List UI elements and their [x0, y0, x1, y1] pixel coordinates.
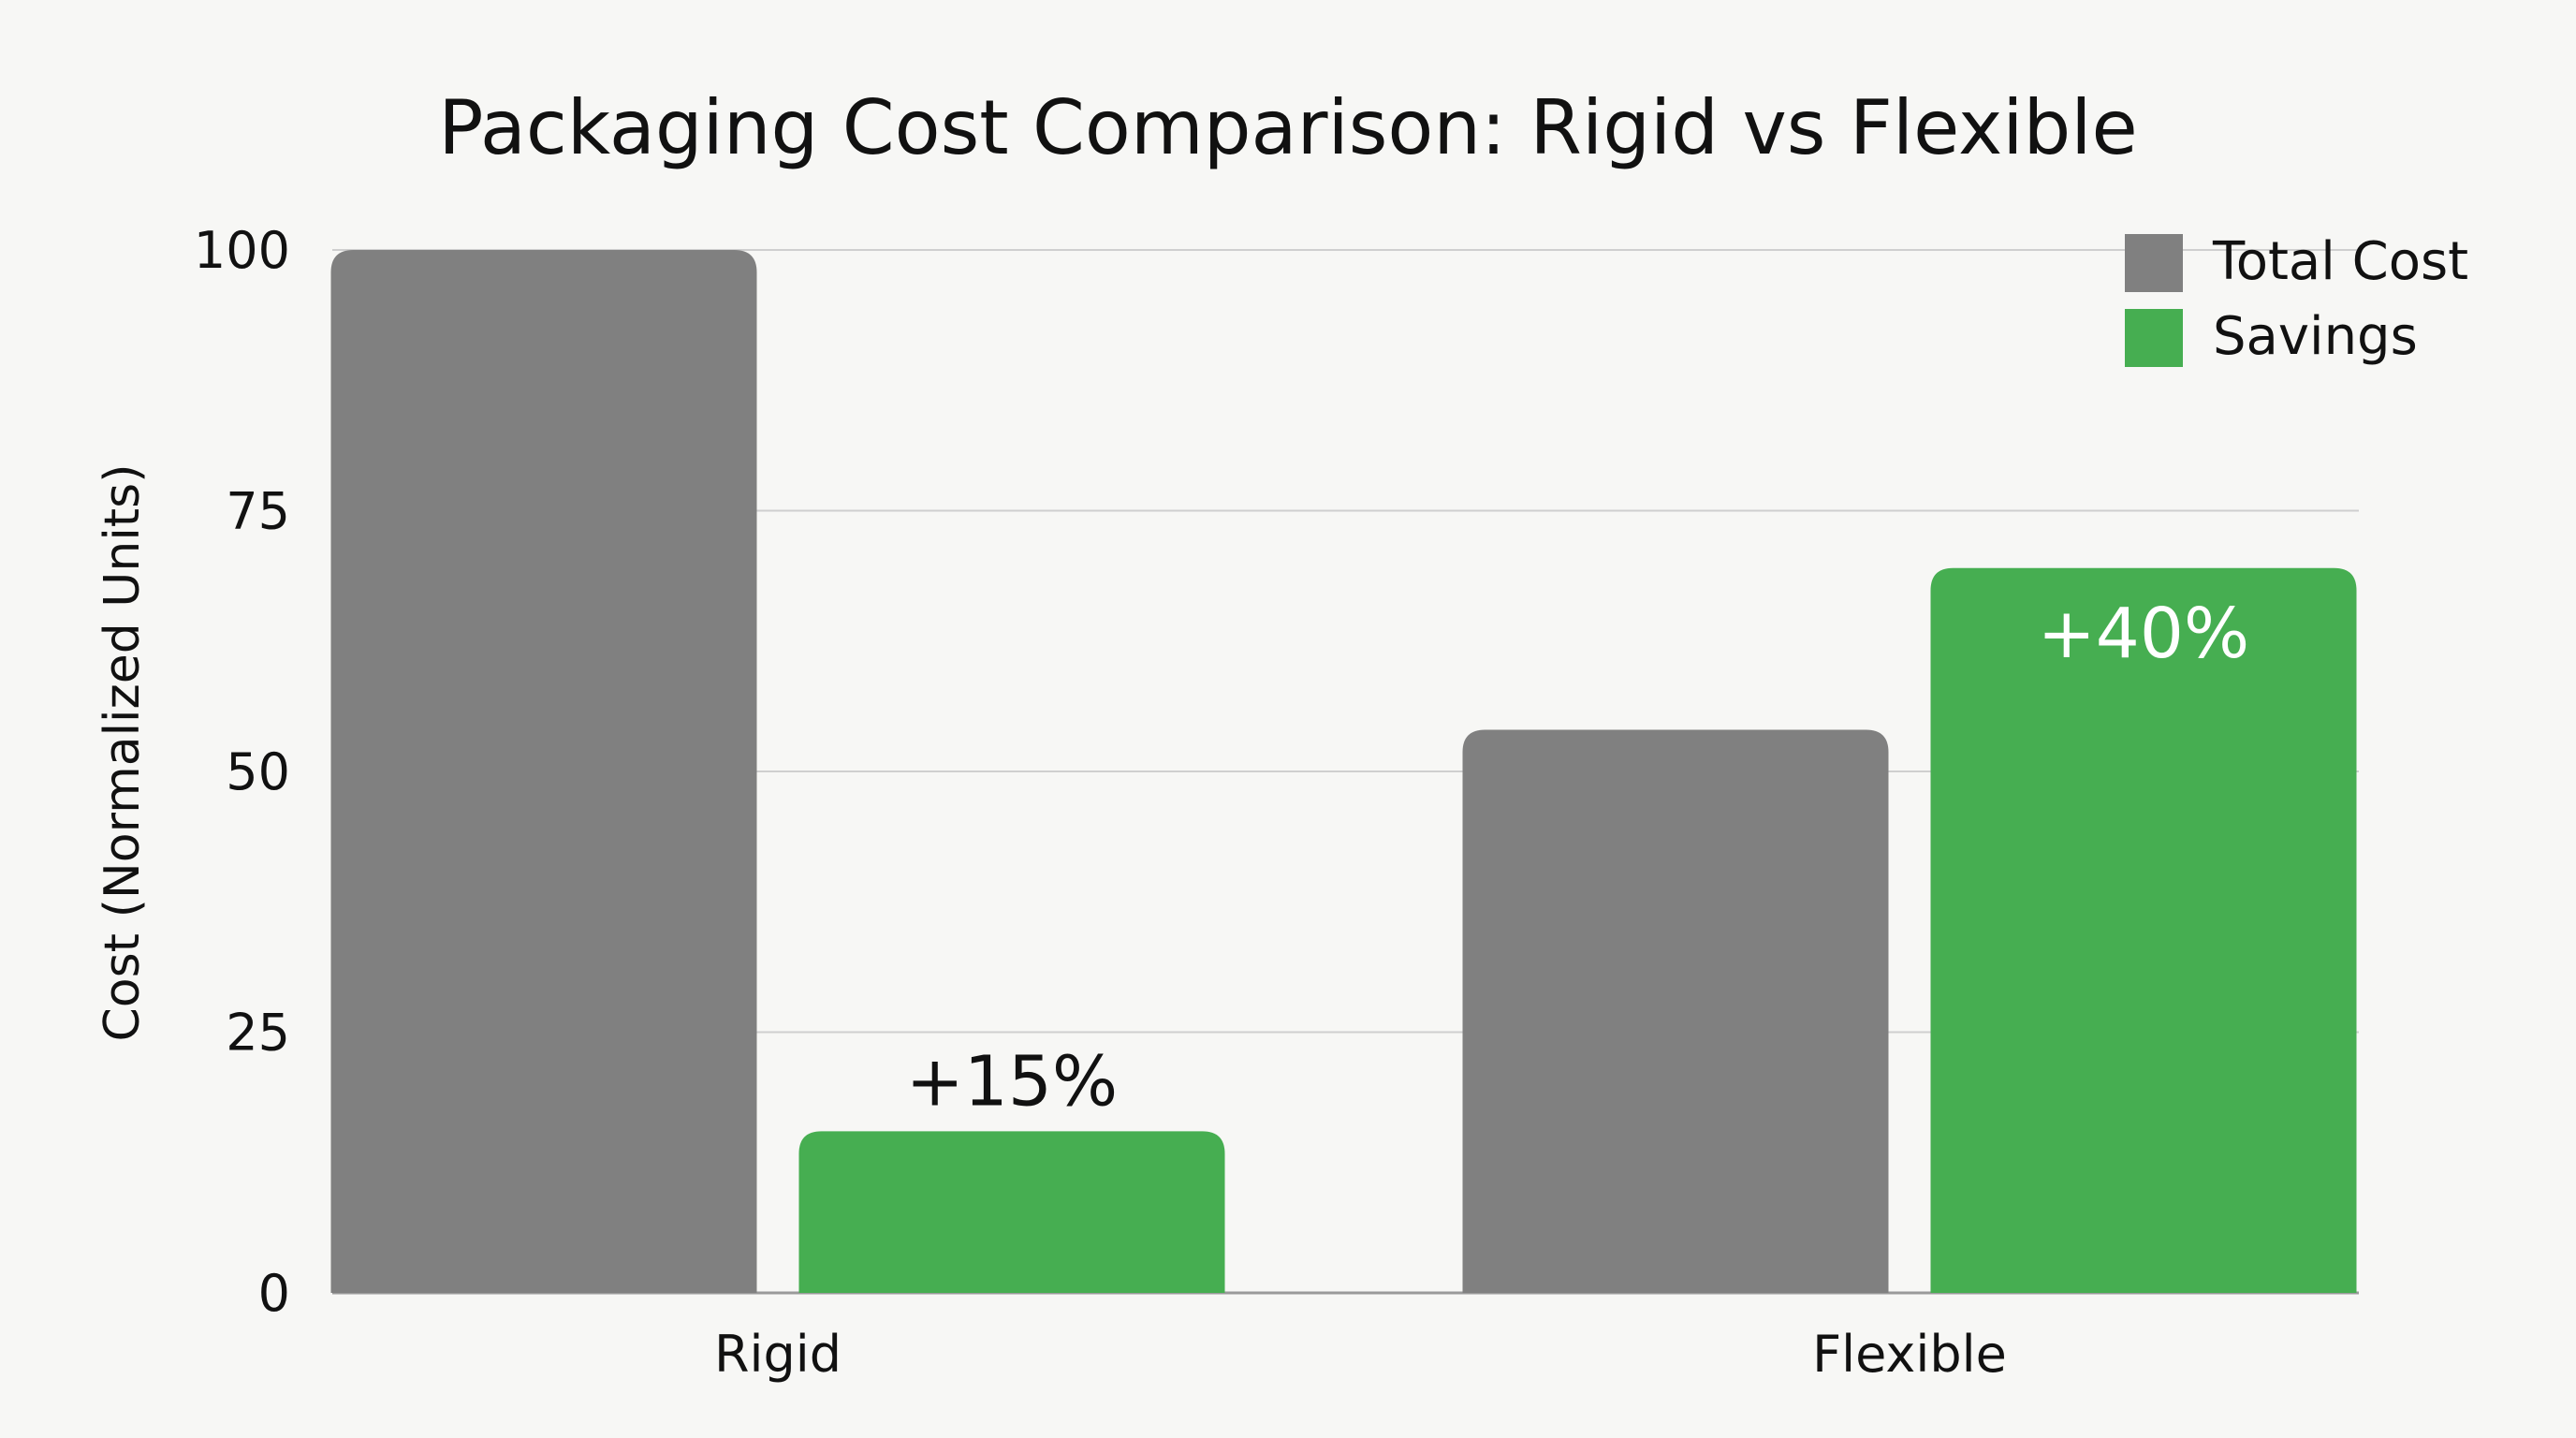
- legend-label: Savings: [2213, 306, 2418, 367]
- y-axis-ticks: 0 25 50 75 100: [194, 221, 290, 1323]
- y-tick-label: 25: [226, 1004, 290, 1063]
- y-tick-label: 75: [226, 482, 290, 541]
- x-axis-ticks: Rigid Flexible: [714, 1325, 2007, 1384]
- y-tick-label: 50: [226, 742, 290, 801]
- bar-savings-rigid: [798, 1131, 1225, 1293]
- bar-total-cost-rigid: [330, 250, 757, 1293]
- legend-swatch: [2125, 234, 2183, 292]
- legend-label: Total Cost: [2212, 231, 2468, 292]
- y-axis-label: Cost (Normalized Units): [95, 463, 151, 1041]
- x-tick-label: Flexible: [1812, 1325, 2007, 1384]
- legend: Total Cost Savings: [2125, 231, 2468, 367]
- bar-savings-flexible: [1930, 567, 2357, 1293]
- bar-total-cost-flexible: [1462, 729, 1889, 1293]
- y-tick-label: 100: [194, 221, 290, 280]
- legend-swatch: [2125, 309, 2183, 367]
- x-tick-label: Rigid: [714, 1325, 842, 1384]
- y-tick-label: 0: [258, 1264, 290, 1323]
- chart-title: Packaging Cost Comparison: Rigid vs Flex…: [438, 84, 2138, 171]
- data-label: +40%: [2038, 594, 2249, 674]
- data-labels: +15% +40%: [906, 594, 2249, 1123]
- bars: [330, 250, 2357, 1293]
- data-label: +15%: [906, 1041, 1118, 1122]
